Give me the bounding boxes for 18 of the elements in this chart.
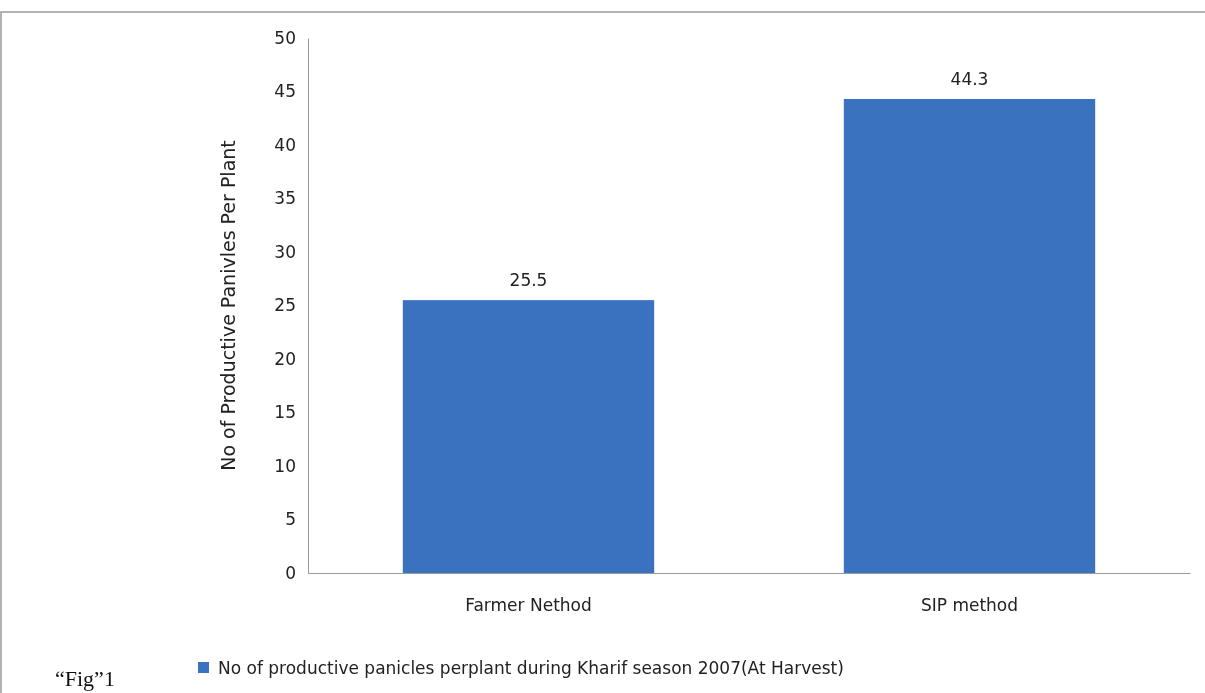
y-tick-label: 45 [274, 81, 296, 102]
y-tick-label: 20 [274, 348, 296, 369]
data-label: 25.5 [509, 270, 548, 291]
x-tick-label: SIP method [920, 595, 1019, 616]
y-tick-label: 30 [274, 241, 296, 262]
y-tick-label: 25 [274, 295, 296, 316]
y-tick-label: 0 [285, 562, 296, 583]
y-axis-title: No of Productive Panivles Per Plant [217, 140, 239, 471]
y-tick-label: 15 [274, 402, 296, 423]
y-tick-label: 5 [285, 509, 296, 530]
data-label: 44.3 [950, 68, 989, 89]
legend-label: No of productive panicles perplant during Kharif season 2007(At Harvest) [218, 658, 844, 678]
x-tick-label: Farmer Nethod [465, 595, 592, 616]
y-tick-label: 50 [274, 27, 296, 48]
y-tick-label: 10 [274, 455, 296, 476]
y-tick-label: 35 [274, 188, 296, 209]
y-tick-label: 40 [274, 134, 296, 155]
text: “Fig”1 [55, 666, 115, 691]
